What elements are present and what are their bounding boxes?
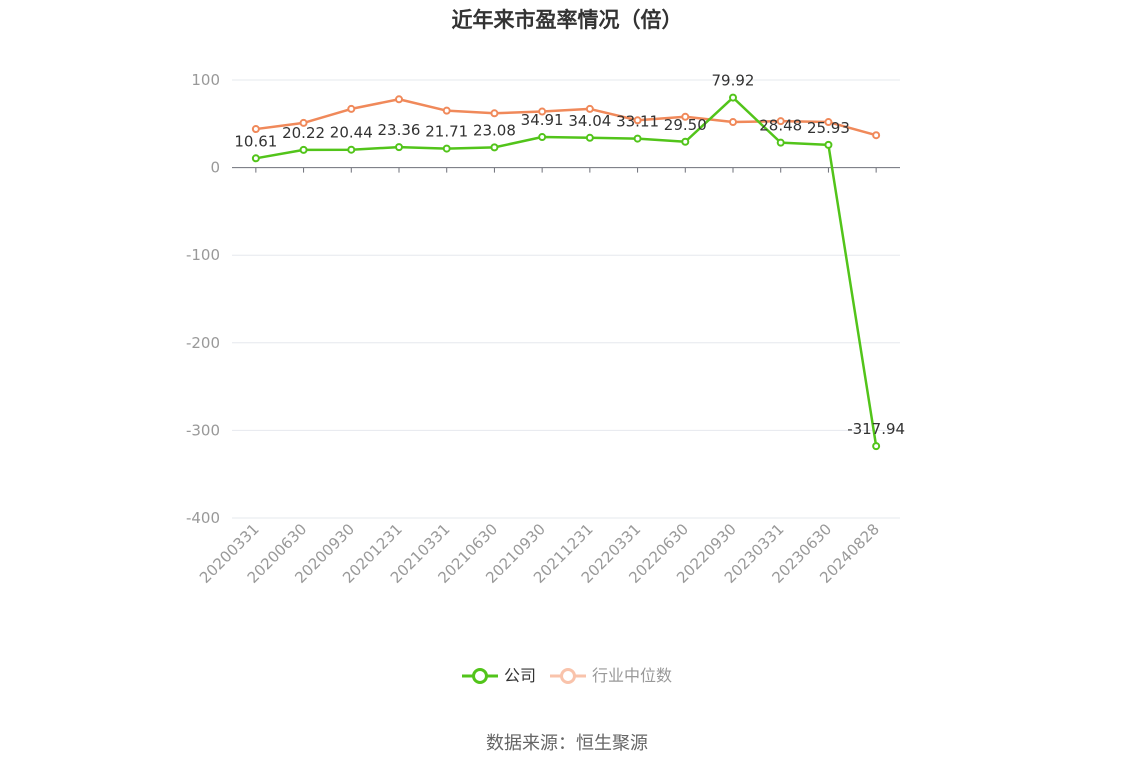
data-point-industry[interactable] (347, 104, 356, 113)
data-label: 79.92 (712, 72, 755, 90)
legend-industry-label: 行业中位数 (592, 666, 673, 685)
legend-item-company[interactable]: 公司 (461, 664, 536, 688)
data-point-company[interactable] (729, 93, 737, 102)
data-point-industry[interactable] (776, 117, 785, 126)
data-label: 20.44 (330, 124, 373, 142)
grid-lines (232, 79, 900, 519)
data-point-company[interactable] (681, 137, 690, 146)
data-point-industry[interactable] (824, 118, 833, 127)
y-tick-label: -200 (186, 334, 220, 352)
data-point-industry[interactable] (585, 104, 594, 113)
data-point-industry[interactable] (251, 125, 260, 134)
legend: 公司 行业中位数 (0, 664, 1134, 688)
data-point-company[interactable] (776, 138, 785, 147)
data-label: 21.71 (425, 123, 468, 141)
data-point-industry[interactable] (538, 107, 547, 116)
data-point-industry[interactable] (633, 116, 642, 125)
data-point-industry[interactable] (395, 95, 403, 104)
series-line-industry (255, 98, 877, 137)
data-point-industry[interactable] (490, 109, 499, 118)
data-point-company[interactable] (251, 154, 260, 163)
data-labels: 10.61 20.22 20.44 23.36 21.71 23.08 34.91 34.04… (234, 72, 905, 439)
data-point-company[interactable] (299, 145, 308, 154)
legend-company-label: 公司 (503, 666, 536, 685)
data-label: 29.50 (664, 116, 707, 134)
data-label: 23.08 (473, 121, 516, 139)
data-label: 20.22 (282, 124, 325, 142)
y-tick-label: -300 (186, 421, 220, 439)
data-point-company[interactable] (347, 145, 356, 154)
data-label: 28.48 (759, 117, 802, 135)
data-label: 23.36 (378, 121, 421, 139)
data-point-company[interactable] (490, 143, 499, 152)
data-point-industry[interactable] (681, 112, 690, 121)
y-tick-label: -100 (186, 246, 220, 264)
data-label: 25.93 (807, 119, 850, 137)
data-label: 34.91 (521, 111, 564, 129)
series-group (251, 93, 881, 451)
y-axis: 100 0 -100 -200 -300 -400 (186, 71, 220, 527)
y-tick-label: 0 (210, 159, 220, 177)
y-tick-label: 100 (191, 71, 220, 89)
data-point-industry[interactable] (299, 118, 308, 127)
data-label: -317.94 (847, 420, 905, 438)
data-label: 34.04 (568, 112, 611, 130)
x-axis: 2020033120200630202009302020123120210331… (196, 167, 900, 587)
series-line-company (255, 96, 878, 447)
legend-industry-icon (550, 668, 586, 684)
chart-title: 近年来市盈率情况（倍） (451, 8, 683, 32)
data-point-company[interactable] (824, 140, 833, 149)
y-tick-label: -400 (186, 509, 220, 527)
legend-company-icon (461, 668, 498, 684)
legend-item-industry-median[interactable]: 行业中位数 (550, 664, 672, 688)
data-label: 33.11 (616, 113, 659, 131)
data-point-company[interactable] (395, 143, 403, 152)
data-point-industry[interactable] (872, 131, 881, 140)
data-point-company[interactable] (538, 133, 547, 142)
data-point-industry[interactable] (442, 106, 451, 115)
data-point-company[interactable] (442, 144, 451, 153)
data-point-industry[interactable] (729, 118, 737, 127)
source-note: 数据来源：恒生聚源 (486, 733, 648, 754)
data-point-company[interactable] (872, 442, 881, 451)
data-point-company[interactable] (633, 134, 642, 143)
data-label: 10.61 (234, 132, 277, 150)
data-point-company[interactable] (585, 133, 594, 142)
